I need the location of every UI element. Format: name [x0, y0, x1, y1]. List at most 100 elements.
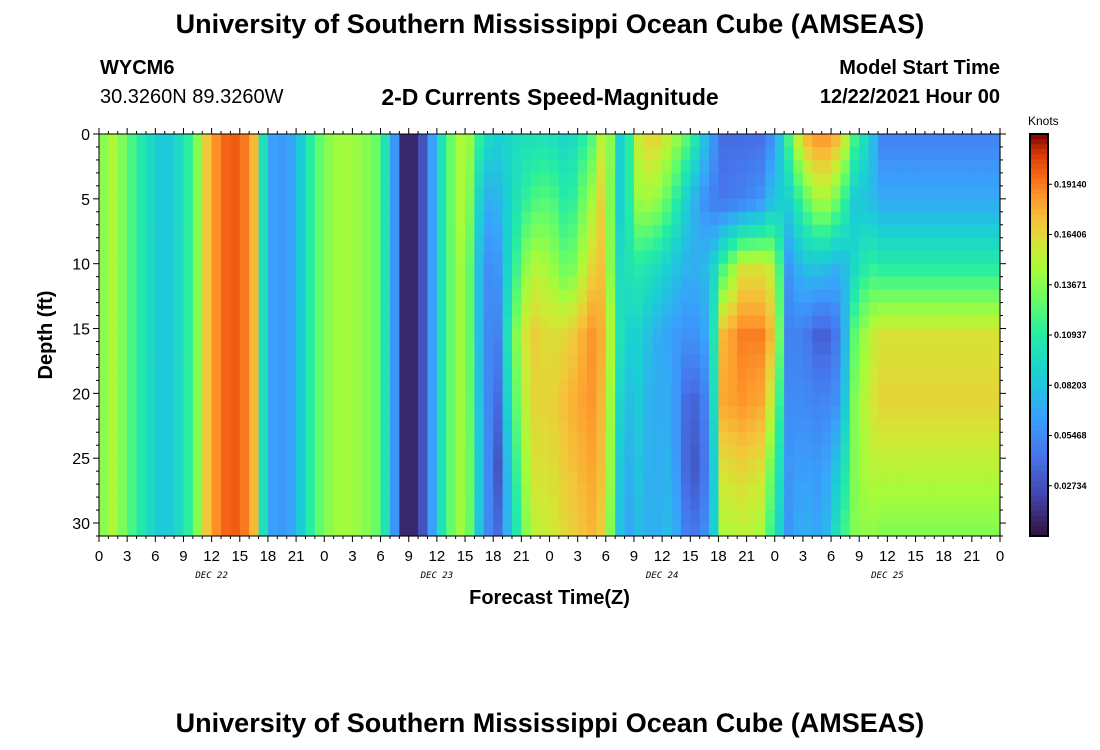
heatmap-cell	[831, 367, 842, 381]
heatmap-cell	[605, 354, 616, 369]
heatmap-cell	[324, 224, 335, 239]
heatmap-cell	[239, 185, 250, 200]
heatmap-cell	[314, 315, 325, 330]
heatmap-cell	[540, 250, 551, 265]
heatmap-cell	[727, 172, 738, 187]
heatmap-cell	[343, 224, 354, 239]
heatmap-cell	[305, 406, 316, 420]
heatmap-cell	[896, 432, 907, 446]
heatmap-cell	[343, 172, 354, 187]
heatmap-cell	[755, 471, 766, 485]
heatmap-cell	[117, 393, 128, 407]
heatmap-cell	[953, 432, 964, 446]
heatmap-cell	[183, 250, 194, 265]
heatmap-cell	[718, 393, 729, 407]
heatmap-cell	[962, 146, 973, 161]
heatmap-cell	[587, 354, 598, 369]
heatmap-cell	[277, 393, 288, 407]
heatmap-cell	[643, 458, 654, 472]
heatmap-cell	[662, 497, 673, 511]
heatmap-cell	[652, 224, 663, 239]
heatmap-cell	[831, 146, 842, 161]
heatmap-cell	[821, 510, 832, 524]
heatmap-cell	[314, 484, 325, 498]
heatmap-cell	[502, 393, 513, 407]
heatmap-cell	[305, 302, 316, 317]
heatmap-cell	[530, 328, 541, 343]
heatmap-cell	[831, 315, 842, 330]
heatmap-cell	[380, 276, 391, 291]
heatmap-cell	[793, 289, 804, 304]
heatmap-cell	[249, 146, 260, 161]
heatmap-cell	[812, 497, 823, 511]
heatmap-cell	[455, 341, 466, 356]
heatmap-cell	[427, 393, 438, 407]
heatmap-cell	[530, 367, 541, 381]
heatmap-cell	[671, 380, 682, 394]
heatmap-cell	[859, 497, 870, 511]
heatmap-cell	[455, 380, 466, 394]
heatmap-cell	[333, 406, 344, 420]
heatmap-cell	[877, 185, 888, 200]
heatmap-cell	[840, 406, 851, 420]
heatmap-cell	[474, 159, 485, 174]
heatmap-cell	[596, 315, 607, 330]
heatmap-cell	[155, 211, 166, 226]
heatmap-cell	[239, 211, 250, 226]
heatmap-cell	[943, 250, 954, 265]
heatmap-cell	[990, 146, 1001, 161]
heatmap-cell	[943, 289, 954, 304]
heatmap-cell	[174, 172, 185, 187]
heatmap-cell	[380, 380, 391, 394]
heatmap-cell	[174, 146, 185, 161]
heatmap-cell	[624, 328, 635, 343]
heatmap-cell	[108, 484, 119, 498]
colorbar-swatch	[1030, 425, 1048, 431]
heatmap-cell	[408, 185, 419, 200]
heatmap-cell	[962, 198, 973, 213]
heatmap-cell	[896, 367, 907, 381]
heatmap-cell	[840, 341, 851, 356]
heatmap-cell	[596, 432, 607, 446]
colorbar-swatch	[1030, 309, 1048, 316]
heatmap-cell	[511, 380, 522, 394]
heatmap-cell	[136, 224, 147, 239]
heatmap-cell	[502, 224, 513, 239]
heatmap-cell	[577, 354, 588, 369]
heatmap-cell	[549, 458, 560, 472]
heatmap-cell	[436, 250, 447, 265]
heatmap-cell	[765, 406, 776, 420]
heatmap-cell	[474, 302, 485, 317]
heatmap-cell	[971, 250, 982, 265]
heatmap-cell	[774, 419, 785, 433]
heatmap-cell	[108, 263, 119, 278]
heatmap-cell	[108, 354, 119, 369]
x-tick-label: 12	[654, 548, 671, 565]
x-tick-label: 0	[996, 548, 1004, 565]
heatmap-cell	[99, 380, 109, 394]
heatmap-cell	[962, 510, 973, 524]
heatmap-cell	[568, 159, 579, 174]
heatmap-cell	[380, 419, 391, 433]
heatmap-cell	[924, 250, 935, 265]
heatmap-cell	[99, 146, 109, 161]
heatmap-cell	[934, 302, 945, 317]
heatmap-cell	[859, 406, 870, 420]
heatmap-cell	[633, 134, 644, 148]
heatmap-cell	[230, 510, 241, 524]
heatmap-cell	[868, 134, 879, 148]
heatmap-cell	[183, 341, 194, 356]
heatmap-cell	[812, 134, 823, 148]
heatmap-cell	[924, 419, 935, 433]
heatmap-cell	[896, 380, 907, 394]
heatmap-cell	[990, 484, 1001, 498]
heatmap-cell	[493, 315, 504, 330]
heatmap-cell	[915, 198, 926, 213]
heatmap-cell	[267, 224, 278, 239]
heatmap-cell	[605, 393, 616, 407]
colorbar-swatch	[1030, 475, 1048, 482]
heatmap-cell	[821, 419, 832, 433]
heatmap-cell	[765, 341, 776, 356]
heatmap-cell	[164, 523, 175, 537]
heatmap-cell	[962, 302, 973, 317]
